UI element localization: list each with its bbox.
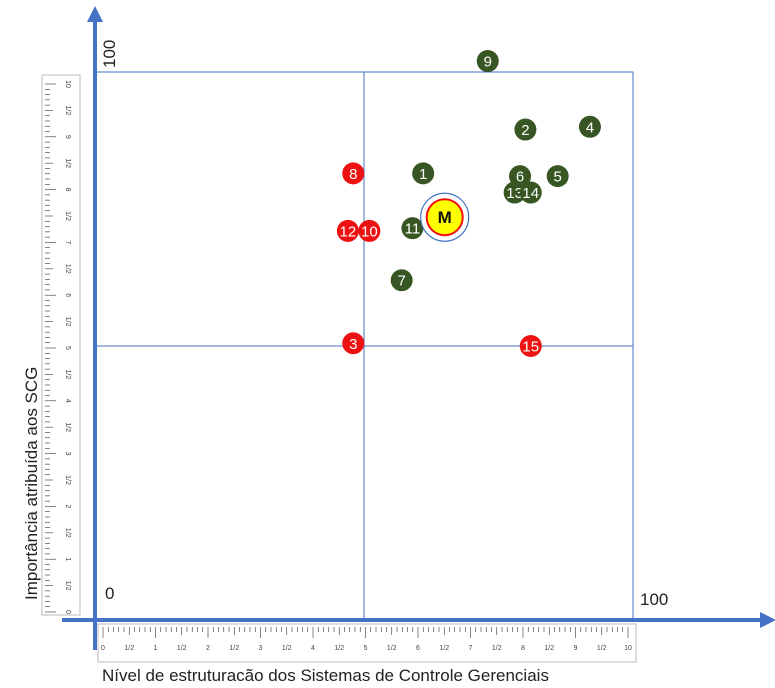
data-point: 1 bbox=[412, 162, 435, 185]
y-ruler-label: 1/2 bbox=[64, 528, 71, 538]
y-ruler-label: 4 bbox=[64, 399, 71, 403]
point-label: 15 bbox=[522, 339, 539, 356]
y-ruler-label: 6 bbox=[64, 293, 71, 297]
x-ruler-label: 5 bbox=[364, 645, 368, 652]
data-point: 15 bbox=[519, 335, 542, 357]
y-ruler-label: 5 bbox=[64, 346, 71, 350]
y-ruler: 0 1/2 1 1/2 2 1/2 3 1/2 4 1/2 5 1/2 6 1/2 7 1/2 8 1/2 9 1/2… bbox=[41, 74, 81, 616]
x-ruler-label: 8 bbox=[521, 645, 525, 652]
point-label: 9 bbox=[484, 54, 492, 71]
data-point: 2 bbox=[514, 118, 537, 141]
y-ruler-label: 1/2 bbox=[64, 475, 71, 485]
y-ruler-label: 9 bbox=[64, 135, 71, 139]
origin-label: 0 bbox=[105, 584, 115, 603]
x-ruler-label: 1/2 bbox=[387, 645, 397, 652]
point-label: 14 bbox=[522, 185, 539, 202]
x-ruler-label: 1/2 bbox=[439, 645, 449, 652]
point-label: 3 bbox=[349, 336, 357, 353]
data-point: 12 bbox=[336, 219, 359, 242]
point-marker bbox=[401, 217, 424, 240]
point-marker bbox=[578, 115, 601, 138]
point-label: 2 bbox=[521, 122, 529, 139]
point-marker bbox=[519, 335, 542, 357]
point-label: 6 bbox=[516, 169, 524, 186]
y-ruler-label: 7 bbox=[64, 240, 71, 244]
point-label: 12 bbox=[340, 223, 357, 240]
x-max-label: 100 bbox=[640, 590, 669, 609]
data-point: 5 bbox=[546, 165, 569, 188]
x-ruler-label: 1/2 bbox=[597, 645, 607, 652]
x-ruler-ticks: 0 1/2 1 1/2 2 1/2 3 1/2 4 1/2 5 1/2 6 1/2 7 1/2 8 1/2 9 1/2… bbox=[101, 627, 632, 652]
point-marker bbox=[336, 219, 359, 242]
data-point: 3 bbox=[342, 332, 365, 355]
y-ruler-label: 0 bbox=[64, 610, 71, 614]
point-marker bbox=[390, 269, 413, 292]
y-ruler-ticks: 0 1/2 1 1/2 2 1/2 3 1/2 4 1/2 5 1/2 6 1/2 7 1/2 8 1/2 9 1/2… bbox=[45, 80, 71, 614]
y-ruler-label: 1/2 bbox=[64, 581, 71, 591]
data-point: 7 bbox=[390, 269, 413, 292]
x-ruler-label: 10 bbox=[624, 645, 632, 652]
x-ruler-label: 0 bbox=[101, 645, 105, 652]
point-marker bbox=[546, 165, 569, 188]
y-ruler-label: 1/2 bbox=[64, 158, 71, 168]
data-point: 8 bbox=[342, 162, 365, 185]
x-ruler-label: 6 bbox=[416, 645, 420, 652]
data-point: 9 bbox=[476, 50, 499, 73]
mean-marker bbox=[425, 198, 464, 237]
point-marker bbox=[358, 219, 381, 242]
point-label: 1 bbox=[419, 166, 427, 183]
x-ruler-label: 7 bbox=[469, 645, 473, 652]
y-ruler-label: 1/2 bbox=[64, 370, 71, 380]
point-marker bbox=[519, 181, 542, 204]
x-ruler-label: 9 bbox=[574, 645, 578, 652]
x-ruler-label: 1/2 bbox=[177, 645, 187, 652]
mean-label: M bbox=[438, 208, 452, 227]
x-ruler-label: 1/2 bbox=[282, 645, 292, 652]
point-label: 10 bbox=[361, 223, 378, 240]
point-label: 5 bbox=[554, 169, 562, 186]
y-ruler-label: 1/2 bbox=[64, 422, 71, 432]
x-ruler-label: 1/2 bbox=[334, 645, 344, 652]
y-ruler-label: 10 bbox=[64, 80, 71, 88]
point-marker bbox=[342, 332, 365, 355]
y-axis-title: Importância atribuída aos SCG bbox=[22, 366, 41, 600]
y-ruler-label: 1/2 bbox=[64, 211, 71, 221]
point-label: 4 bbox=[586, 119, 594, 136]
point-label: 11 bbox=[405, 221, 421, 238]
data-point: 4 bbox=[578, 115, 601, 138]
point-marker bbox=[412, 162, 435, 185]
x-ruler-label: 1/2 bbox=[492, 645, 502, 652]
y-max-label: 100 bbox=[100, 39, 119, 68]
point-marker bbox=[476, 50, 499, 73]
point-marker bbox=[514, 118, 537, 141]
y-ruler-label: 2 bbox=[64, 504, 71, 508]
data-point: 10 bbox=[358, 219, 381, 242]
point-marker bbox=[503, 181, 526, 204]
point-label: 8 bbox=[349, 166, 357, 183]
x-ruler-label: 2 bbox=[206, 645, 210, 652]
data-point: 14 bbox=[519, 181, 542, 204]
data-point: 11 bbox=[401, 217, 424, 240]
x-ruler-label: 3 bbox=[259, 645, 263, 652]
y-ruler-label: 1/2 bbox=[64, 317, 71, 327]
y-ruler-label: 1 bbox=[64, 557, 71, 561]
y-ruler-label: 3 bbox=[64, 452, 71, 456]
y-ruler-label: 1/2 bbox=[64, 264, 71, 274]
data-point: 13 bbox=[503, 181, 526, 204]
x-ruler-label: 1 bbox=[154, 645, 158, 652]
point-marker bbox=[342, 162, 365, 185]
x-ruler-label: 1/2 bbox=[124, 645, 134, 652]
y-ruler-label: 1/2 bbox=[64, 106, 71, 116]
mean-point: M bbox=[420, 192, 470, 242]
x-ruler-label: 1/2 bbox=[544, 645, 554, 652]
y-ruler-label: 8 bbox=[64, 188, 71, 192]
x-ruler-label: 1/2 bbox=[229, 645, 239, 652]
point-label: 13 bbox=[506, 185, 523, 202]
x-axis-title: Nível de estruturacão dos Sistemas de Co… bbox=[102, 666, 549, 685]
x-ruler-label: 4 bbox=[311, 645, 315, 652]
point-label: 7 bbox=[397, 273, 405, 290]
x-ruler: 0 1/2 1 1/2 2 1/2 3 1/2 4 1/2 5 1/2 6 1/2 7 1/2 8 1/2 9 1/2… bbox=[97, 623, 637, 663]
